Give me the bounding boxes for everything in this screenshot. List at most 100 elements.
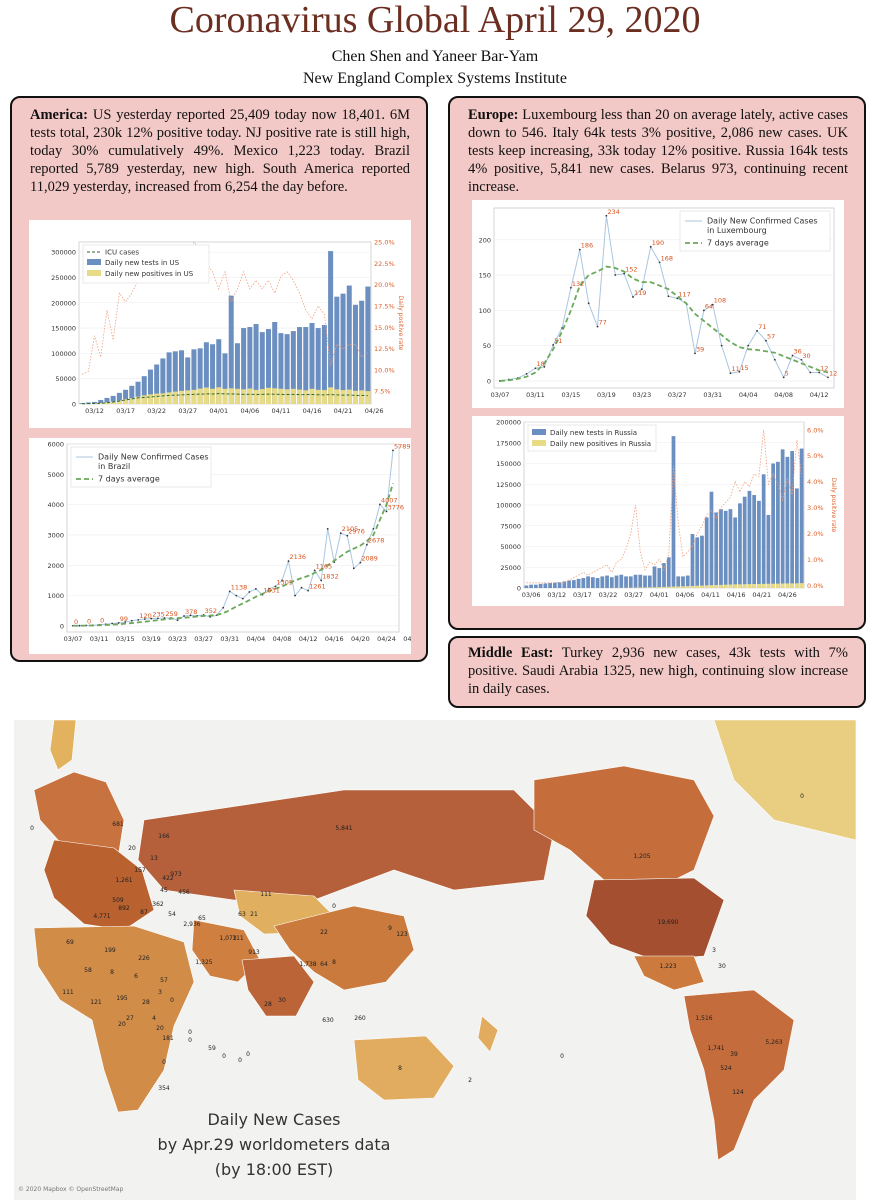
russia-x-tick: 03/12 (547, 591, 566, 599)
brazil-x-tick: 03/15 (116, 635, 135, 643)
brazil-daily-point (274, 585, 277, 588)
russia-tests-bar (529, 584, 533, 588)
map-country-label: 121 (90, 999, 102, 1006)
lux-daily-point (827, 376, 829, 379)
russia-legend-positives-swatch (532, 440, 546, 446)
middle-east-text: Middle East: Turkey 2,936 new cases, 43k… (468, 644, 848, 698)
russia-positives-bar (719, 584, 723, 588)
us-tests-bar (365, 286, 371, 404)
lux-data-label: 12 (820, 364, 828, 372)
brazil-y-tick: 2000 (47, 562, 64, 570)
us-tests-bar (154, 364, 160, 404)
russia-x-tick: 04/01 (650, 591, 669, 599)
lux-data-label: 12 (829, 369, 837, 377)
map-country-label: 630 (322, 1017, 334, 1024)
russia-positives-bar (780, 583, 785, 588)
us-tests-bar (315, 328, 321, 404)
brazil-daily-point (248, 591, 251, 593)
lux-data-label: 36 (794, 348, 802, 356)
lux-data-label: 57 (767, 333, 775, 341)
map-region-australia (353, 1035, 455, 1101)
russia-positives-bar (738, 584, 742, 588)
russia-positives-bar (795, 583, 799, 588)
brazil-daily-point (365, 543, 368, 546)
brazil-data-label: 1261 (309, 583, 326, 591)
us-tests-bar (141, 376, 147, 404)
us-y-tick: 100000 (51, 350, 76, 358)
us-legend-box (82, 244, 210, 284)
lux-daily-point (632, 296, 634, 298)
lux-daily-point (747, 344, 750, 347)
map-country-label: 111 (260, 891, 272, 898)
brazil-data-label: 1832 (322, 572, 339, 580)
us-positives-bar (185, 390, 191, 404)
russia-y-tick: 0 (517, 585, 521, 593)
brazil-daily-point (287, 560, 290, 563)
map-country-label: 3 (712, 947, 716, 954)
russia-positives-bar (643, 587, 647, 588)
brazil-average-line (72, 483, 394, 627)
russia-legend-positives-label: Daily new positives in Russia (550, 440, 651, 448)
lux-daily-point (605, 214, 608, 217)
map-region-china (273, 905, 415, 991)
russia-tests-bar (709, 491, 714, 588)
us-x-tick: 04/26 (365, 407, 384, 415)
us-x-tick: 03/17 (116, 407, 135, 415)
us-positives-bar (272, 388, 278, 404)
russia-positives-bar (690, 585, 695, 588)
brazil-daily-point (268, 587, 270, 590)
lux-data-label: 190 (652, 239, 664, 247)
brazil-data-label: 2105 (342, 525, 359, 533)
us-positives-bar (210, 388, 216, 404)
map-country-label: 0 (162, 1059, 166, 1066)
europe-body: Luxembourg less than 20 on average latel… (468, 107, 848, 195)
brazil-daily-point (241, 597, 244, 600)
russia-positives-bar (799, 583, 804, 588)
map-country-label: 21 (250, 911, 258, 918)
us-positives-bar (259, 389, 265, 404)
brazil-daily-point (352, 567, 355, 570)
us-positives-bar (309, 388, 315, 404)
russia-positives-bar (752, 584, 757, 588)
map-country-label: 1,325 (195, 959, 212, 966)
russia-y-tick: 50000 (500, 543, 521, 551)
lux-x-tick: 03/15 (562, 391, 581, 399)
us-positives-bar (160, 393, 166, 404)
russia-tests-bar (543, 583, 548, 588)
us-tests-bar (160, 358, 166, 404)
russia-tests-bar (671, 436, 676, 588)
lux-daily-point (640, 288, 643, 291)
us-x-tick: 04/11 (272, 407, 291, 415)
brazil-daily-point (254, 587, 257, 590)
russia-x-tick: 04/06 (676, 591, 695, 599)
brazil-daily-point (150, 617, 153, 620)
us-positives-bar (172, 391, 178, 404)
lux-daily-point (791, 354, 794, 357)
russia-tests-bar (628, 576, 633, 588)
us-y2-tick: 25.0% (374, 239, 395, 247)
luxembourg-chart-box: 0 50 100 150 200 03/07 03/11 03/15 03/19 03/23 03/… (472, 200, 844, 408)
us-y-tick: 300000 (51, 249, 76, 257)
brazil-daily-point (189, 614, 192, 617)
map-country-label: 22 (320, 929, 328, 936)
brazil-x-tick: 04/20 (351, 635, 370, 643)
us-positives-bar (104, 402, 110, 404)
lux-daily-point (809, 371, 812, 374)
russia-tests-bar (690, 534, 695, 588)
russia-positives-bar (761, 583, 766, 588)
lux-daily-point (720, 344, 723, 347)
lux-daily-point (756, 329, 758, 332)
russia-tests-bar (652, 566, 657, 588)
lux-daily-point (729, 372, 732, 375)
russia-tests-bar (681, 576, 685, 588)
brazil-daily-point (385, 510, 388, 513)
us-tests-bar (352, 304, 358, 404)
us-positives-bar (110, 401, 116, 404)
brazil-daily-point (346, 534, 349, 537)
lux-daily-point (587, 302, 590, 305)
us-positives-bar (278, 388, 284, 404)
map-country-label: 0 (30, 825, 34, 832)
russia-tests-bar (548, 583, 552, 588)
russia-tests-bar (761, 474, 766, 588)
